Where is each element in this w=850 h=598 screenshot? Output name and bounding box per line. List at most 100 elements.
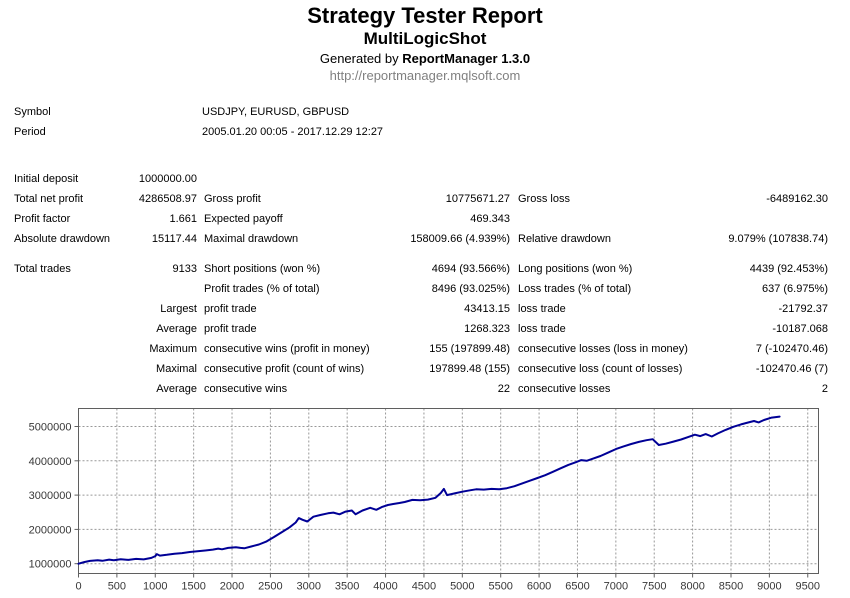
stats-row: Average consecutive wins 22 consecutive los…	[14, 379, 828, 399]
stats-row: Profit trades (% of total) 8496 (93.025%)…	[14, 279, 828, 299]
stats-row-cell: Profit trades (% of total)	[204, 283, 320, 295]
stats-row-cell: consecutive losses (loss in money)	[518, 343, 688, 355]
stats-row-cell: 158009.66 (4.939%)	[410, 233, 510, 245]
x-axis-tick-label: 2000	[220, 581, 244, 593]
info-row-cell: 2005.01.20 00:05 - 2017.12.29 12:27	[202, 126, 384, 138]
profit-stats-table: Initial deposit 1000000.00 Total net profi…	[14, 169, 828, 249]
info-row-cell: USDJPY, EURUSD, GBPUSD	[202, 106, 350, 118]
y-axis-tick-label: 3000000	[29, 490, 72, 502]
stats-row-cell: Total net profit	[14, 193, 84, 205]
x-axis-tick-label: 8500	[719, 581, 743, 593]
stats-row: Total net profit 4286508.97 Gross profit 10…	[14, 189, 828, 209]
stats-row-cell: 1000000.00	[138, 173, 197, 185]
stats-row-cell	[394, 169, 510, 189]
stats-row-cell	[718, 209, 828, 229]
stats-row-cell: -6489162.30	[766, 193, 828, 205]
x-axis-tick-label: 9000	[757, 581, 781, 593]
stats-row-cell: Largest	[160, 303, 197, 315]
generated-by-prefix: Generated by	[319, 51, 403, 66]
stats-row-cell	[126, 279, 197, 299]
stats-row: Largest profit trade 43413.15 loss trade -21…	[14, 299, 828, 319]
balance-line	[77, 415, 781, 565]
balance-chart-panel: 1000000 2000000 3000000 4000000 5000000 0 500 1…	[0, 401, 850, 598]
stats-row-cell: Loss trades (% of total)	[518, 283, 632, 295]
stats-row-cell	[197, 169, 394, 189]
x-axis-tick-label: 9500	[796, 581, 820, 593]
stats-row: Initial deposit 1000000.00	[14, 169, 828, 189]
stats-row-cell: 43413.15	[464, 303, 510, 315]
x-axis-tick-label: 3000	[297, 581, 321, 593]
chart-plot-border	[78, 408, 819, 574]
stats-row-cell: profit trade	[204, 323, 257, 335]
stats-row-cell: Profit factor	[14, 213, 71, 225]
profit-stats-body: Initial deposit 1000000.00 Total net profi…	[14, 169, 828, 249]
x-axis-tick-label: 7500	[642, 581, 666, 593]
stats-row-cell: 10775671.27	[445, 193, 510, 205]
stats-row-cell: Long positions (won %)	[518, 263, 633, 275]
stats-row-cell: Total trades	[14, 263, 71, 275]
stats-row-cell: 22	[497, 383, 510, 395]
symbol-period-table: Symbol USDJPY, EURUSD, GBPUSD Period 2005.0…	[14, 102, 614, 142]
generated-by-line: Generated by ReportManager 1.3.0	[0, 51, 850, 67]
stats-row-cell: 15117.44	[151, 233, 197, 245]
x-axis-tick-label: 4500	[412, 581, 436, 593]
stats-row-cell: consecutive wins (profit in money)	[204, 343, 370, 355]
y-axis-tick-label: 1000000	[29, 559, 72, 571]
stats-row: Average profit trade 1268.323 loss trade -10…	[14, 319, 828, 339]
x-axis-tick-label: 5500	[488, 581, 512, 593]
info-row: Period 2005.01.20 00:05 - 2017.12.29 12:2…	[14, 122, 614, 142]
x-axis-tick-label: 8000	[680, 581, 704, 593]
stats-row-cell	[718, 169, 828, 189]
chart-axis-labels: 1000000 2000000 3000000 4000000 5000000 0 500 1…	[29, 422, 820, 593]
stats-row-cell: Average	[156, 383, 197, 395]
x-axis-tick-label: 3500	[335, 581, 359, 593]
page-title: Strategy Tester Report	[307, 3, 543, 28]
stats-row: Profit factor 1.661 Expected payoff 469.343	[14, 209, 828, 229]
stats-row-cell: 2	[821, 383, 828, 395]
stats-row-cell: Maximal	[156, 363, 197, 375]
x-axis-tick-label: 6000	[527, 581, 551, 593]
chart-axes	[74, 408, 819, 578]
x-axis-tick-label: 7000	[604, 581, 628, 593]
stats-row-cell: 469.343	[470, 213, 510, 225]
info-row-cell: Period	[14, 126, 46, 138]
info-row-cell: Symbol	[14, 106, 51, 118]
stats-row: Maximal consecutive profit (count of wins…	[14, 359, 828, 379]
stats-row-cell: Short positions (won %)	[204, 263, 321, 275]
stats-row-cell: 155 (197899.48)	[429, 343, 510, 355]
x-axis-tick-label: 0	[75, 581, 81, 593]
strategy-name: MultiLogicShot	[363, 29, 487, 48]
stats-row-cell: consecutive profit (count of wins)	[204, 363, 365, 375]
trade-stats-body: Total trades 9133 Short positions (won %) 4…	[14, 259, 828, 399]
stats-row-cell	[14, 379, 126, 399]
y-axis-tick-label: 2000000	[29, 524, 72, 536]
stats-row-cell: -10187.068	[772, 323, 828, 335]
stats-row-cell: Maximum	[149, 343, 197, 355]
stats-row-cell: Relative drawdown	[518, 233, 611, 245]
y-axis-tick-label: 4000000	[29, 456, 72, 468]
stats-row-cell: 197899.48 (155)	[429, 363, 510, 375]
stats-row-cell: 1.661	[169, 213, 197, 225]
stats-row-cell	[14, 359, 126, 379]
stats-row-cell: -21792.37	[778, 303, 828, 315]
stats-row-cell: Average	[156, 323, 197, 335]
info-row: Symbol USDJPY, EURUSD, GBPUSD	[14, 102, 614, 122]
stats-row: Total trades 9133 Short positions (won %) 4…	[14, 259, 828, 279]
stats-row-cell: Expected payoff	[204, 213, 283, 225]
stats-row-cell: consecutive losses	[518, 383, 611, 395]
stats-row-cell	[510, 209, 718, 229]
stats-row-cell	[510, 169, 718, 189]
stats-row-cell: profit trade	[204, 303, 257, 315]
stats-row-cell: Gross profit	[204, 193, 261, 205]
generator-url: http://reportmanager.mqlsoft.com	[329, 68, 521, 83]
chart-gridlines	[78, 408, 819, 574]
stats-row-cell: consecutive wins	[204, 383, 288, 395]
trade-stats-table: Total trades 9133 Short positions (won %) 4…	[14, 259, 828, 399]
stats-row-cell: 9.079% (107838.74)	[728, 233, 828, 245]
stats-row: Absolute drawdown 15117.44 Maximal drawdow…	[14, 229, 828, 249]
x-axis-tick-label: 500	[108, 581, 126, 593]
stats-row-cell	[14, 339, 126, 359]
stats-row-cell: loss trade	[518, 303, 566, 315]
stats-row-cell: Initial deposit	[14, 173, 79, 185]
stats-row-cell: 7 (-102470.46)	[755, 343, 828, 355]
